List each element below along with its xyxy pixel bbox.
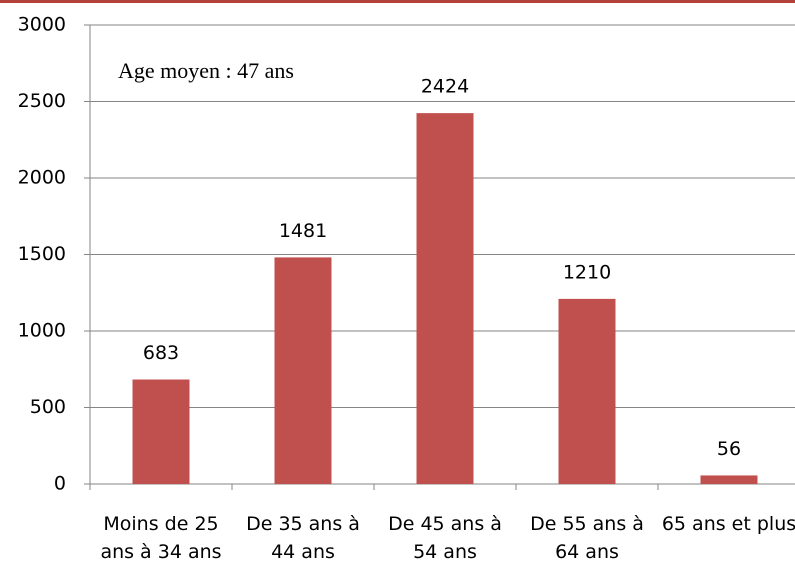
data-label: 1210 [563, 261, 611, 283]
data-label: 56 [717, 438, 741, 460]
y-tick-label: 1000 [18, 320, 66, 342]
bar [700, 475, 758, 484]
bar [558, 298, 616, 484]
x-tick-label: De 35 ans à 44 ans [246, 513, 360, 562]
x-tick-label: De 45 ans à 54 ans [388, 513, 502, 562]
annotation: Age moyen : 47 ans [118, 58, 294, 83]
bar [274, 257, 332, 484]
data-label: 2424 [421, 76, 469, 98]
y-tick-label: 1500 [18, 243, 66, 265]
x-tick-label: 65 ans et plus [661, 513, 795, 535]
top-border [0, 0, 795, 3]
x-tick-label: De 55 ans à 64 ans [530, 513, 644, 562]
data-label: 1481 [279, 220, 327, 242]
y-tick-label: 2500 [18, 90, 66, 112]
data-label: 683 [143, 342, 179, 364]
y-tick-label: 3000 [18, 14, 66, 36]
x-tick-label: Moins de 25 ans à 34 ans [100, 513, 222, 562]
y-tick-label: 500 [30, 396, 66, 418]
y-tick-label: 0 [54, 473, 66, 495]
bar [416, 113, 474, 485]
y-tick-label: 2000 [18, 167, 66, 189]
bar [132, 379, 190, 484]
